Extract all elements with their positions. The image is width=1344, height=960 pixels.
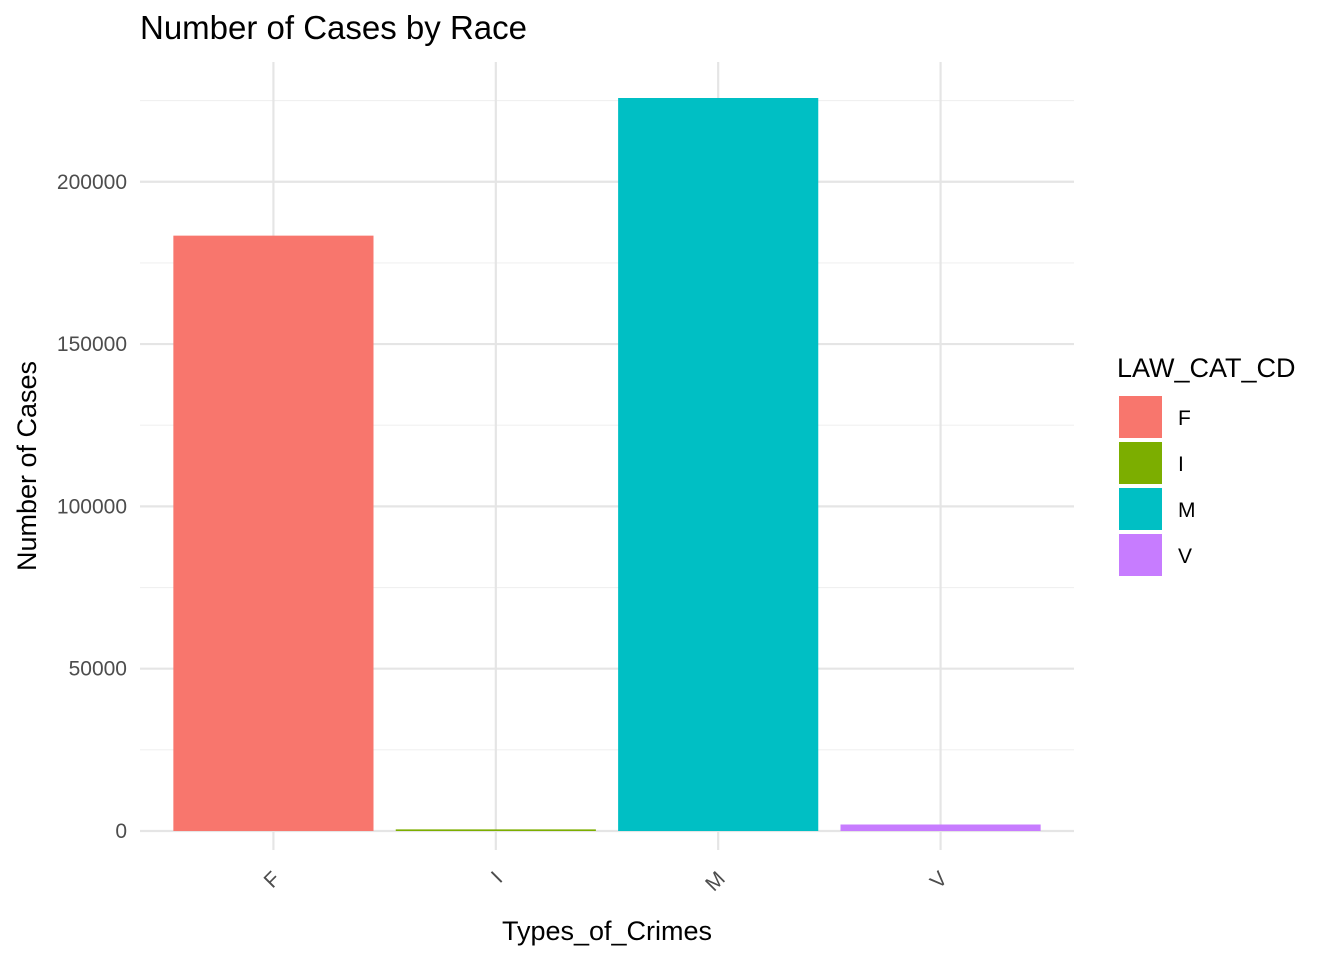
x-axis-title: Types_of_Crimes [502, 916, 712, 946]
bars-layer [173, 98, 1041, 832]
y-tick-label: 50000 [69, 658, 127, 681]
x-tick-label: I [487, 867, 507, 887]
y-tick-label: 150000 [57, 333, 127, 356]
y-axis-title: Number of Cases [12, 361, 42, 571]
legend-label-f: F [1178, 407, 1191, 430]
bar-f [173, 235, 374, 832]
y-tick-label: 200000 [57, 171, 127, 194]
bar-i [395, 829, 596, 831]
y-tick-label: 0 [115, 820, 127, 843]
x-tick-label: V [926, 867, 952, 893]
y-axis-ticks: 0 50000 100000 150000 200000 [57, 171, 127, 843]
bar-m [618, 98, 819, 831]
legend-key-v [1119, 534, 1162, 576]
chart-title: Number of Cases by Race [140, 9, 527, 46]
legend-label-m: M [1178, 499, 1196, 522]
x-tick-label: F [260, 867, 285, 892]
legend-key-m [1119, 488, 1162, 530]
legend-key-i [1119, 442, 1162, 484]
bar-v [840, 824, 1041, 831]
legend-label-i: I [1178, 453, 1184, 476]
legend-key-f [1119, 396, 1162, 438]
legend-label-v: V [1178, 545, 1192, 568]
x-tick-label: M [701, 867, 730, 896]
legend-title: LAW_CAT_CD [1117, 353, 1296, 383]
y-tick-label: 100000 [57, 495, 127, 518]
